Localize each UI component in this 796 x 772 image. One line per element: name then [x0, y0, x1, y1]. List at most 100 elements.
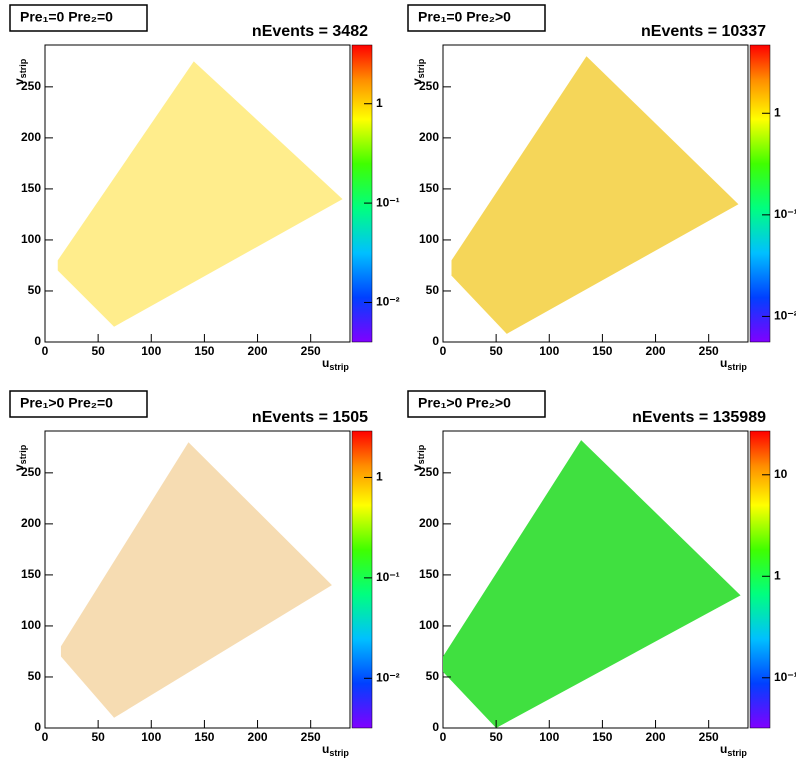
x-label-main: u: [322, 356, 329, 370]
x-tick-label: 150: [194, 344, 214, 358]
x-tick-label: 250: [699, 344, 719, 358]
y-tick-label: 50: [426, 283, 440, 297]
y-axis-label: vstrip: [410, 444, 426, 471]
y-axis-label: vstrip: [12, 444, 28, 471]
color-bar: [351, 430, 373, 729]
y-tick-label: 150: [21, 181, 41, 195]
y-tick-label: 0: [432, 720, 439, 734]
z-tick-label: 10⁻¹: [376, 570, 400, 584]
event-count: nEvents = 3482: [252, 23, 368, 40]
x-tick-label: 100: [141, 730, 161, 744]
title-box: [9, 4, 148, 32]
x-label-main: u: [720, 356, 727, 370]
x-label-sub: strip: [329, 748, 349, 758]
y-axis-label: vstrip: [410, 58, 426, 85]
x-label-main: u: [322, 742, 329, 756]
z-tick-label: 10: [774, 467, 788, 481]
panel: 0 50 100 150 200 250 0 50 100 150 200 250 10⁻² 10⁻¹ 1 P…: [9, 390, 400, 758]
panel-title: Pre₁=0 Pre₂=0: [20, 9, 113, 25]
panel-title: Pre₁>0 Pre₂=0: [20, 395, 113, 411]
y-tick-label: 150: [21, 567, 41, 581]
z-tick-label: 10⁻¹: [774, 207, 796, 221]
x-label-main: u: [720, 742, 727, 756]
frame: [44, 430, 351, 729]
y-tick-label: 200: [21, 516, 41, 530]
x-tick-label: 100: [539, 730, 559, 744]
color-bar: [749, 44, 771, 343]
x-axis-label: ustrip: [322, 356, 349, 372]
color-bar: [351, 44, 373, 343]
x-tick-label: 200: [248, 730, 268, 744]
density-region: [451, 56, 739, 334]
z-tick-label: 10⁻²: [774, 309, 796, 323]
x-axis-label: ustrip: [720, 356, 747, 372]
x-tick-label: 200: [248, 344, 268, 358]
event-count: nEvents = 135989: [632, 409, 766, 426]
panel-title: Pre₁>0 Pre₂>0: [418, 395, 511, 411]
y-tick-label: 100: [419, 618, 439, 632]
title-box: [9, 390, 148, 418]
x-label-sub: strip: [727, 748, 747, 758]
x-axis-label: ustrip: [322, 742, 349, 758]
x-tick-label: 50: [91, 344, 105, 358]
x-tick-label: 100: [539, 344, 559, 358]
y-label-sub: strip: [18, 444, 28, 464]
panel: 0 50 100 150 200 250 0 50 100 150 200 250 10⁻² 10⁻¹ 1 P…: [407, 4, 796, 372]
x-axis-label: ustrip: [720, 742, 747, 758]
y-tick-label: 250: [21, 465, 41, 479]
z-tick-label: 10⁻¹: [376, 195, 400, 209]
x-tick-label: 250: [699, 730, 719, 744]
x-tick-label: 0: [42, 344, 49, 358]
y-tick-label: 100: [21, 618, 41, 632]
x-label-sub: strip: [727, 362, 747, 372]
panel-title: Pre₁=0 Pre₂>0: [418, 9, 511, 25]
density-region: [57, 61, 343, 327]
frame: [44, 44, 351, 343]
y-tick-label: 250: [21, 79, 41, 93]
x-tick-label: 150: [592, 730, 612, 744]
title-box: [407, 390, 546, 418]
y-tick-label: 50: [28, 669, 42, 683]
x-tick-label: 50: [91, 730, 105, 744]
y-label-main: v: [410, 464, 424, 471]
z-tick-label: 10⁻¹: [774, 670, 796, 684]
panel: 0 50 100 150 200 250 0 50 100 150 200 250 10⁻² 10⁻¹ 1 P…: [9, 4, 400, 372]
x-tick-label: 50: [489, 344, 503, 358]
x-tick-label: 0: [440, 344, 447, 358]
color-bar: [749, 430, 771, 729]
x-label-sub: strip: [329, 362, 349, 372]
y-tick-label: 0: [432, 334, 439, 348]
y-tick-label: 200: [419, 516, 439, 530]
y-tick-label: 50: [426, 669, 440, 683]
y-label-main: v: [12, 464, 26, 471]
y-label-sub: strip: [416, 444, 426, 464]
z-tick-label: 10⁻²: [376, 295, 400, 309]
x-tick-label: 0: [42, 730, 49, 744]
y-label-sub: strip: [416, 58, 426, 78]
z-tick-label: 1: [774, 568, 781, 582]
panel: 0 50 100 150 200 250 0 50 100 150 200 250 10⁻¹ 1 10 Pre…: [407, 390, 796, 758]
x-tick-label: 50: [489, 730, 503, 744]
y-tick-label: 50: [28, 283, 42, 297]
y-label-main: v: [410, 78, 424, 85]
x-tick-label: 100: [141, 344, 161, 358]
y-tick-label: 100: [21, 232, 41, 246]
x-tick-label: 150: [194, 730, 214, 744]
y-tick-label: 0: [34, 720, 41, 734]
x-tick-label: 200: [646, 344, 666, 358]
y-tick-label: 200: [21, 130, 41, 144]
density-region: [60, 442, 332, 718]
x-tick-label: 200: [646, 730, 666, 744]
event-count: nEvents = 10337: [641, 23, 766, 40]
x-tick-label: 0: [440, 730, 447, 744]
y-tick-label: 0: [34, 334, 41, 348]
y-tick-label: 100: [419, 232, 439, 246]
x-tick-label: 150: [592, 344, 612, 358]
y-axis-label: vstrip: [12, 58, 28, 85]
x-tick-label: 250: [301, 344, 321, 358]
y-label-sub: strip: [18, 58, 28, 78]
title-box: [407, 4, 546, 32]
z-tick-label: 1: [376, 96, 383, 110]
y-tick-label: 250: [419, 79, 439, 93]
